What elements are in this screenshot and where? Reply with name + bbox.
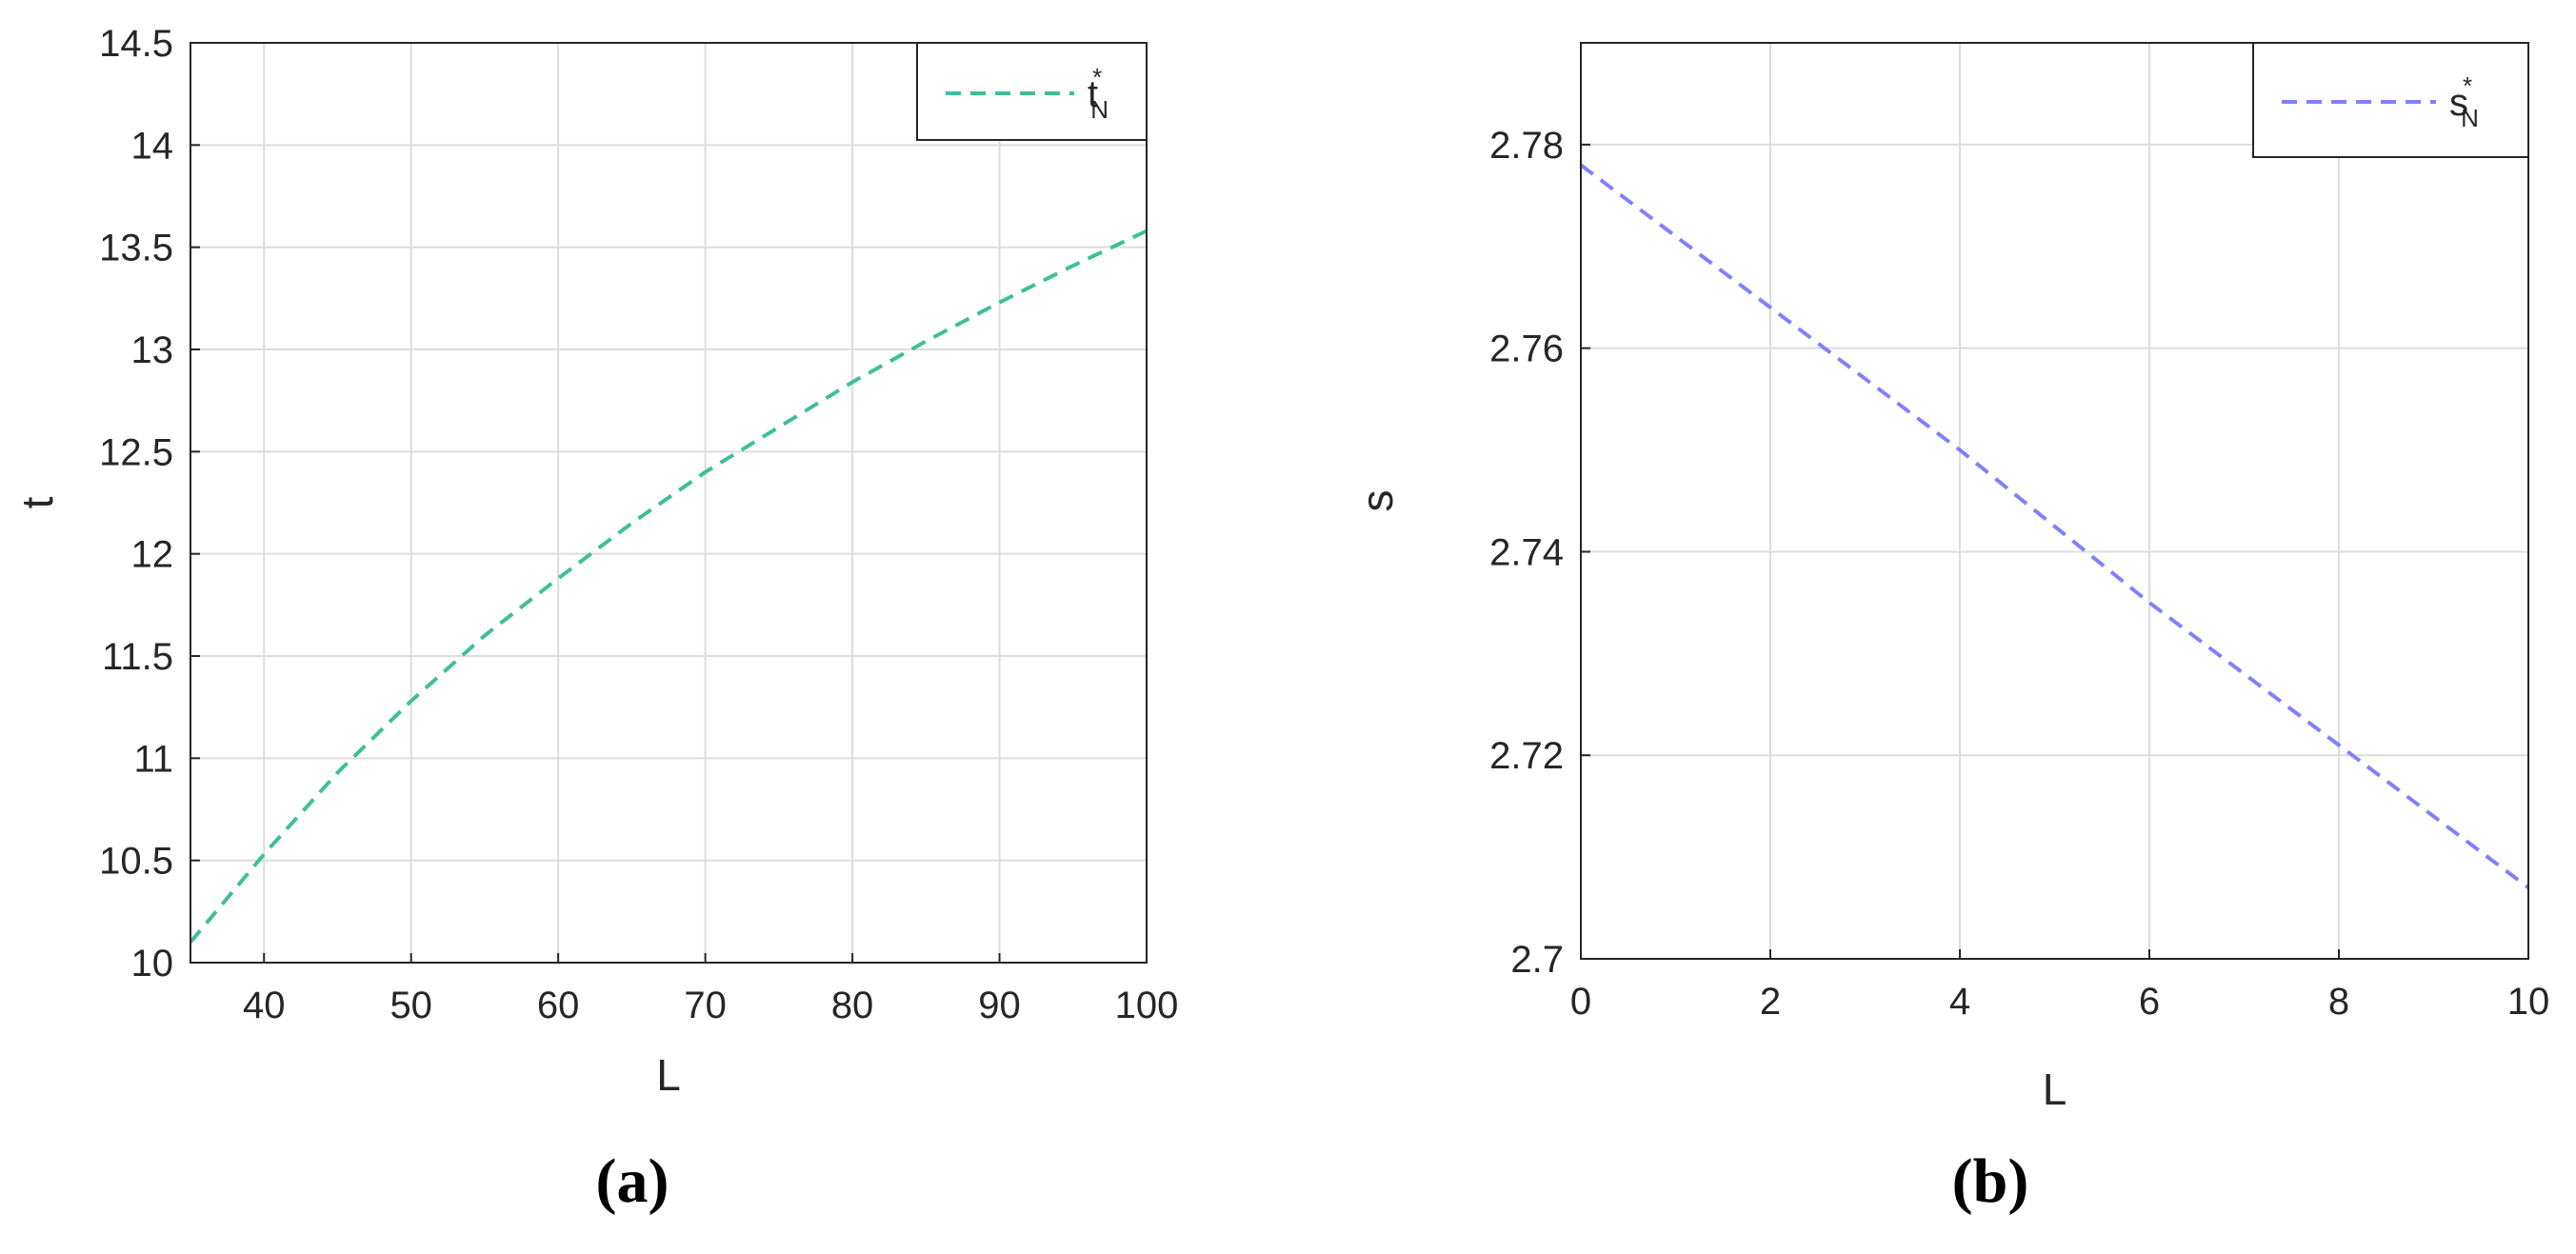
- x-tick-label: 70: [684, 985, 727, 1026]
- series-line: [1579, 163, 2530, 889]
- x-tick-label: 8: [2328, 981, 2349, 1023]
- y-tick-label: 11.5: [102, 636, 173, 678]
- legend-entry: s* N: [2449, 71, 2479, 132]
- y-tick-label: 11: [133, 738, 173, 780]
- legend-entry-name: s: [2449, 82, 2468, 124]
- x-tick-label: 6: [2139, 981, 2160, 1023]
- x-tick-label: 4: [1949, 981, 1970, 1023]
- panel-a: 40 50 60 70 80 90 100 10 10.5 11 11.5 12 12.5 13 13.5 1…: [12, 23, 1178, 1216]
- legend: t* N: [916, 42, 1148, 141]
- legend-entry-superscript: *: [2463, 71, 2472, 100]
- x-tick-label: 90: [978, 985, 1021, 1026]
- x-axis-label: L: [2043, 1065, 2067, 1114]
- y-tick-label: 2.7: [1510, 939, 1564, 981]
- plot-area: [1581, 43, 2528, 959]
- legend-entry-subscript: N: [2461, 104, 2479, 132]
- x-axis-label: L: [656, 1050, 681, 1100]
- axes-box: [190, 42, 1148, 964]
- y-tick-label: 13.5: [99, 228, 173, 269]
- x-tick-label: 100: [1115, 985, 1179, 1026]
- y-tick-label: 12: [131, 534, 174, 576]
- axes-box: [1580, 42, 2529, 960]
- x-tick-label: 0: [1570, 981, 1591, 1023]
- y-tick-label: 12.5: [99, 431, 173, 473]
- x-tick-label: 60: [537, 985, 580, 1026]
- x-tick-label: 10: [2507, 981, 2550, 1023]
- y-tick-label: 10: [131, 943, 174, 985]
- x-tick-label: 80: [831, 985, 874, 1026]
- x-tick-label: 40: [243, 985, 286, 1026]
- legend-entry-subscript: N: [1090, 95, 1108, 124]
- y-axis-label: s: [1352, 490, 1402, 512]
- panel-caption: (a): [596, 1146, 669, 1216]
- legend-entry-superscript: *: [1092, 63, 1102, 91]
- y-tick-label: 2.76: [1489, 328, 1564, 370]
- plot-area: [190, 43, 1147, 963]
- x-tick-label: 2: [1760, 981, 1781, 1023]
- legend-entry-name: t: [1088, 73, 1098, 115]
- y-tick-label: 2.78: [1489, 125, 1564, 167]
- legend: s* N: [2252, 42, 2529, 158]
- y-tick-label: 10.5: [99, 841, 173, 883]
- y-tick-label: 13: [131, 329, 174, 371]
- legend-entry: t* N: [1088, 63, 1108, 124]
- series-line: [189, 229, 1148, 944]
- y-tick-label: 14: [131, 125, 174, 167]
- y-tick-label: 14.5: [99, 23, 173, 65]
- y-tick-label: 2.74: [1489, 531, 1564, 573]
- y-axis-label: t: [12, 496, 62, 508]
- y-tick-label: 2.72: [1489, 735, 1564, 777]
- panel-caption: (b): [1952, 1146, 2029, 1216]
- x-tick-label: 50: [389, 985, 432, 1026]
